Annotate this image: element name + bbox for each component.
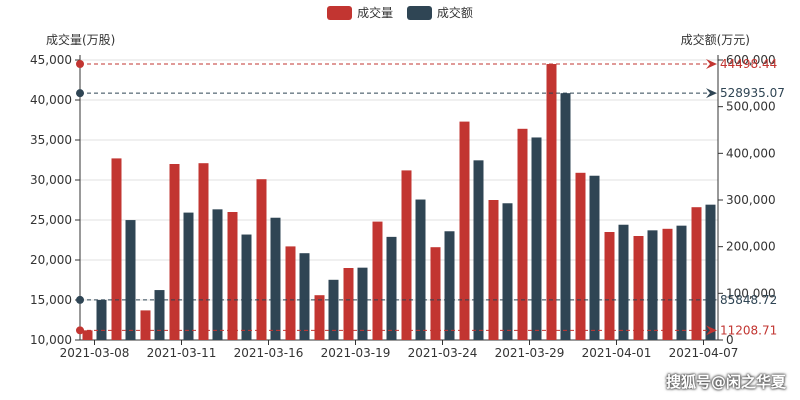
bar-volume	[285, 246, 296, 340]
bar-volume	[459, 121, 470, 340]
bar-amount	[183, 212, 194, 340]
bar-amount	[531, 137, 542, 340]
left-tick-label: 10,000	[30, 333, 72, 347]
bar-amount	[415, 199, 426, 340]
mark-line-arrow	[706, 59, 717, 70]
legend-swatch-volume	[327, 5, 353, 20]
bar-volume	[372, 221, 383, 340]
right-tick-label: 200,000	[726, 240, 776, 254]
bar-volume	[401, 170, 412, 340]
right-axis-title: 成交额(万元)	[680, 33, 750, 47]
bar-volume	[575, 172, 586, 340]
right-tick-label: 100,000	[726, 286, 776, 300]
left-tick-label: 45,000	[30, 53, 72, 67]
bar-volume	[517, 128, 528, 340]
bar-amount	[212, 209, 223, 340]
x-tick-label: 2021-03-16	[234, 346, 304, 360]
mark-line-label: 528935.07	[720, 86, 785, 100]
left-tick-label: 30,000	[30, 173, 72, 187]
x-tick-label: 2021-03-29	[495, 346, 565, 360]
mark-line-start-dot	[76, 60, 84, 69]
mark-line-label: 11208.71	[720, 323, 777, 337]
bar-amount	[647, 230, 658, 340]
legend-item-amount[interactable]: 成交额	[406, 4, 473, 21]
bar-amount	[299, 253, 310, 340]
bar-volume	[662, 228, 673, 340]
right-tick-label: 400,000	[726, 146, 776, 160]
bar-amount	[560, 93, 571, 340]
bar-amount	[473, 160, 484, 340]
bar-volume	[546, 64, 557, 341]
legend-swatch-amount	[406, 5, 432, 20]
x-tick-label: 2021-04-01	[582, 346, 652, 360]
bar-amount	[502, 203, 513, 340]
bar-volume	[227, 212, 238, 340]
mark-line-arrow	[706, 325, 717, 336]
bar-amount	[676, 225, 687, 340]
bar-volume	[256, 179, 267, 340]
bar-amount	[357, 267, 368, 340]
mark-line-start-dot	[76, 326, 84, 335]
right-tick-label: 600,000	[726, 53, 776, 67]
bar-amount	[444, 231, 455, 340]
bar-volume	[169, 164, 180, 340]
watermark: 搜狐号@闲之华夏	[665, 373, 786, 391]
bar-volume	[314, 295, 325, 340]
bar-amount	[386, 236, 397, 340]
left-tick-label: 25,000	[30, 213, 72, 227]
bar-amount	[125, 220, 136, 340]
mark-line-start-dot	[76, 295, 84, 304]
mark-line-arrow	[706, 88, 717, 99]
bar-volume	[111, 158, 122, 340]
right-tick-label: 500,000	[726, 100, 776, 114]
left-tick-label: 40,000	[30, 93, 72, 107]
left-tick-label: 20,000	[30, 253, 72, 267]
left-axis-title: 成交量(万股)	[46, 33, 116, 47]
bar-volume	[82, 330, 93, 340]
x-tick-label: 2021-03-11	[147, 346, 217, 360]
bar-volume	[691, 207, 702, 340]
bar-volume	[430, 247, 441, 340]
bar-volume	[633, 236, 644, 340]
x-tick-label: 2021-03-24	[408, 346, 478, 360]
bar-amount	[241, 234, 252, 340]
legend-label-amount: 成交额	[436, 6, 473, 20]
bar-amount	[589, 175, 600, 340]
bar-volume	[604, 232, 615, 340]
right-tick-label: 300,000	[726, 193, 776, 207]
chart-legend: 成交量 成交额	[0, 4, 800, 21]
x-tick-label: 2021-04-07	[669, 346, 739, 360]
mark-line-arrow	[706, 294, 717, 305]
right-tick-label: 0	[726, 333, 734, 347]
bar-volume	[198, 163, 209, 340]
bar-volume	[140, 310, 151, 340]
bar-amount	[154, 290, 165, 340]
mark-line-label: 44498.44	[720, 57, 777, 71]
x-tick-label: 2021-03-19	[321, 346, 391, 360]
bar-volume	[488, 200, 499, 340]
bar-amount	[328, 279, 339, 340]
mark-line-start-dot	[76, 89, 84, 98]
x-tick-label: 2021-03-08	[60, 346, 130, 360]
legend-item-volume[interactable]: 成交量	[327, 4, 393, 21]
left-tick-label: 15,000	[30, 293, 72, 307]
bar-amount	[96, 299, 107, 340]
bar-amount	[705, 204, 716, 340]
legend-label-volume: 成交量	[357, 6, 394, 20]
mark-line-label: 85848.72	[720, 293, 777, 307]
bar-amount	[618, 224, 629, 340]
left-tick-label: 35,000	[30, 133, 72, 147]
bar-amount	[270, 217, 281, 340]
bar-volume	[343, 268, 354, 340]
